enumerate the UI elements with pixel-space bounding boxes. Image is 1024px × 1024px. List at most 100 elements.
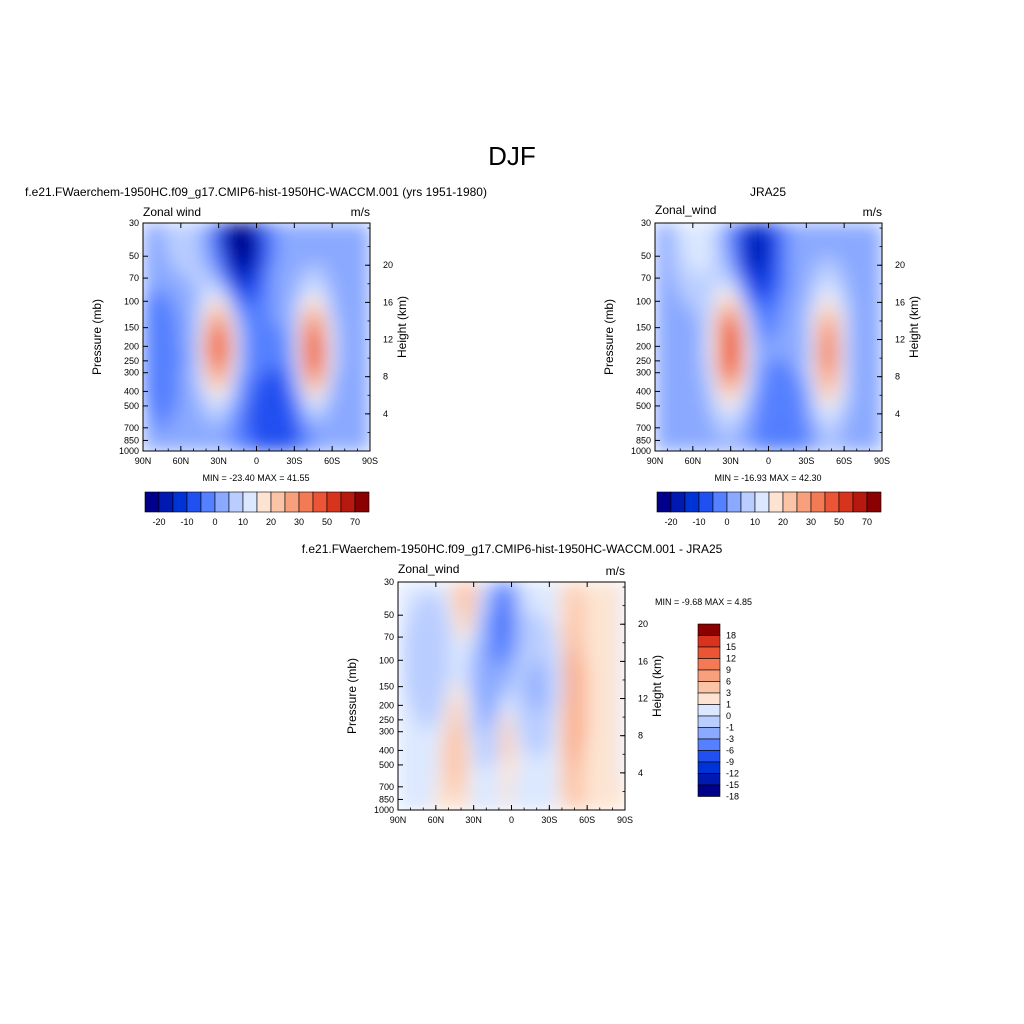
panel-diff-cell (521, 649, 528, 656)
panel-diff-cell (537, 633, 544, 640)
panel-model-cell (230, 368, 237, 374)
panel-model-cell (168, 362, 175, 369)
panel-obs-cell (768, 321, 775, 328)
panel-diff-cell (398, 628, 404, 635)
panel-obs-ytick-label: 70 (641, 273, 651, 283)
panel-obs-cell (722, 378, 728, 385)
panel-diff-cell (490, 607, 497, 614)
panel-model-cell (318, 404, 325, 411)
panel-diff-cell (588, 618, 595, 625)
panel-obs-cell (856, 285, 862, 291)
panel-obs-cell (670, 248, 677, 255)
panel-diff-cell (434, 659, 440, 666)
panel-model-cell (302, 326, 309, 333)
panel-model-cell (297, 290, 304, 297)
panel-model-cell (313, 254, 320, 260)
panel-obs-cell (845, 399, 852, 405)
panel-model-cell (364, 445, 370, 451)
panel-model-cell (251, 285, 258, 291)
panel-obs-cell (814, 373, 821, 380)
panel-model-cell (241, 274, 247, 281)
panel-obs-cell (758, 269, 764, 276)
panel-model-cell (292, 228, 299, 234)
panel-obs-cell (753, 331, 759, 338)
panel-obs-cell (737, 290, 744, 297)
panel-model-cell (204, 368, 211, 374)
panel-model-cell (354, 264, 361, 271)
panel-model-cell (163, 414, 170, 421)
panel-model-cell (148, 337, 154, 343)
panel-obs-cell (675, 331, 682, 338)
panel-obs-cell (794, 326, 801, 333)
panel-diff-cell (547, 597, 554, 604)
panel-model-cell (323, 326, 330, 333)
panel-model-cell (194, 409, 201, 416)
panel-model-cell (297, 388, 304, 395)
panel-model-cell (313, 445, 320, 451)
panel-obs-cell (747, 419, 754, 426)
panel-obs-cell (691, 378, 697, 385)
panel-obs-cell (706, 305, 713, 312)
panel-model-cell (271, 326, 278, 333)
panel-model-cell (251, 445, 258, 451)
panel-diff-cell (604, 644, 611, 650)
panel-diff-cell (573, 659, 580, 666)
panel-diff-cell (599, 582, 605, 588)
panel-obs-cell (783, 243, 790, 250)
panel-obs-cell (763, 285, 770, 291)
panel-diff-cell (521, 654, 528, 661)
panel-obs-cell (820, 285, 826, 291)
panel-diff-cell (619, 644, 625, 650)
panel-diff-cell (583, 659, 590, 666)
panel-model-cell (184, 430, 191, 437)
panel-model-cell (163, 316, 170, 323)
panel-diff-cell (501, 582, 507, 588)
panel-model-cell (230, 285, 237, 291)
panel-model-title: f.e21.FWaerchem-1950HC.f09_g17.CMIP6-his… (25, 185, 487, 199)
panel-model-cell (204, 290, 211, 297)
panel-obs-cell (670, 233, 677, 240)
panel-diff-cell (588, 597, 595, 604)
panel-obs-cell (876, 440, 882, 447)
panel-model-cell (251, 337, 258, 343)
panel-model-cell (318, 285, 325, 291)
panel-model-cell (266, 248, 273, 255)
panel-diff-cell (568, 654, 575, 661)
panel-obs-cell (856, 337, 862, 343)
panel-diff-cell (475, 654, 482, 661)
panel-model-cell (287, 280, 294, 286)
panel-model-cell (194, 430, 201, 437)
panel-model-cell (266, 388, 273, 395)
panel-obs-cell (820, 316, 826, 323)
panel-obs-cell (696, 342, 703, 348)
panel-obs-cell (737, 316, 744, 323)
panel-model-cell (333, 228, 340, 234)
panel-obs-cell (691, 254, 697, 260)
panel-obs-cell (716, 347, 723, 354)
panel-obs-cell (701, 326, 708, 333)
panel-model-cell (308, 223, 314, 229)
panel-diff-cell (428, 675, 435, 682)
panel-obs-cell (809, 326, 816, 333)
panel-obs-cell (711, 409, 718, 416)
panel-model-cell (153, 445, 160, 451)
panel-obs-cell (706, 290, 713, 297)
panel-obs-cell (737, 357, 744, 364)
panel-model-cell (364, 357, 370, 364)
panel-model-cell (153, 259, 160, 266)
panel-model-cell (349, 435, 356, 442)
panel-model-cell (153, 440, 160, 447)
panel-obs-cell (685, 259, 692, 266)
panel-obs-cell (716, 305, 723, 312)
panel-obs-cell (722, 347, 728, 354)
panel-model-cell (163, 233, 170, 240)
panel-obs-cell (845, 243, 852, 250)
panel-diff-cell (537, 664, 544, 671)
panel-obs-cell (809, 300, 816, 307)
panel-model-cell (323, 388, 330, 395)
panel-obs-cell (675, 305, 682, 312)
panel-model-cell (313, 295, 320, 302)
panel-diff-cell (526, 618, 533, 625)
panel-model-cell (271, 285, 278, 291)
panel-obs-cell (742, 404, 749, 411)
